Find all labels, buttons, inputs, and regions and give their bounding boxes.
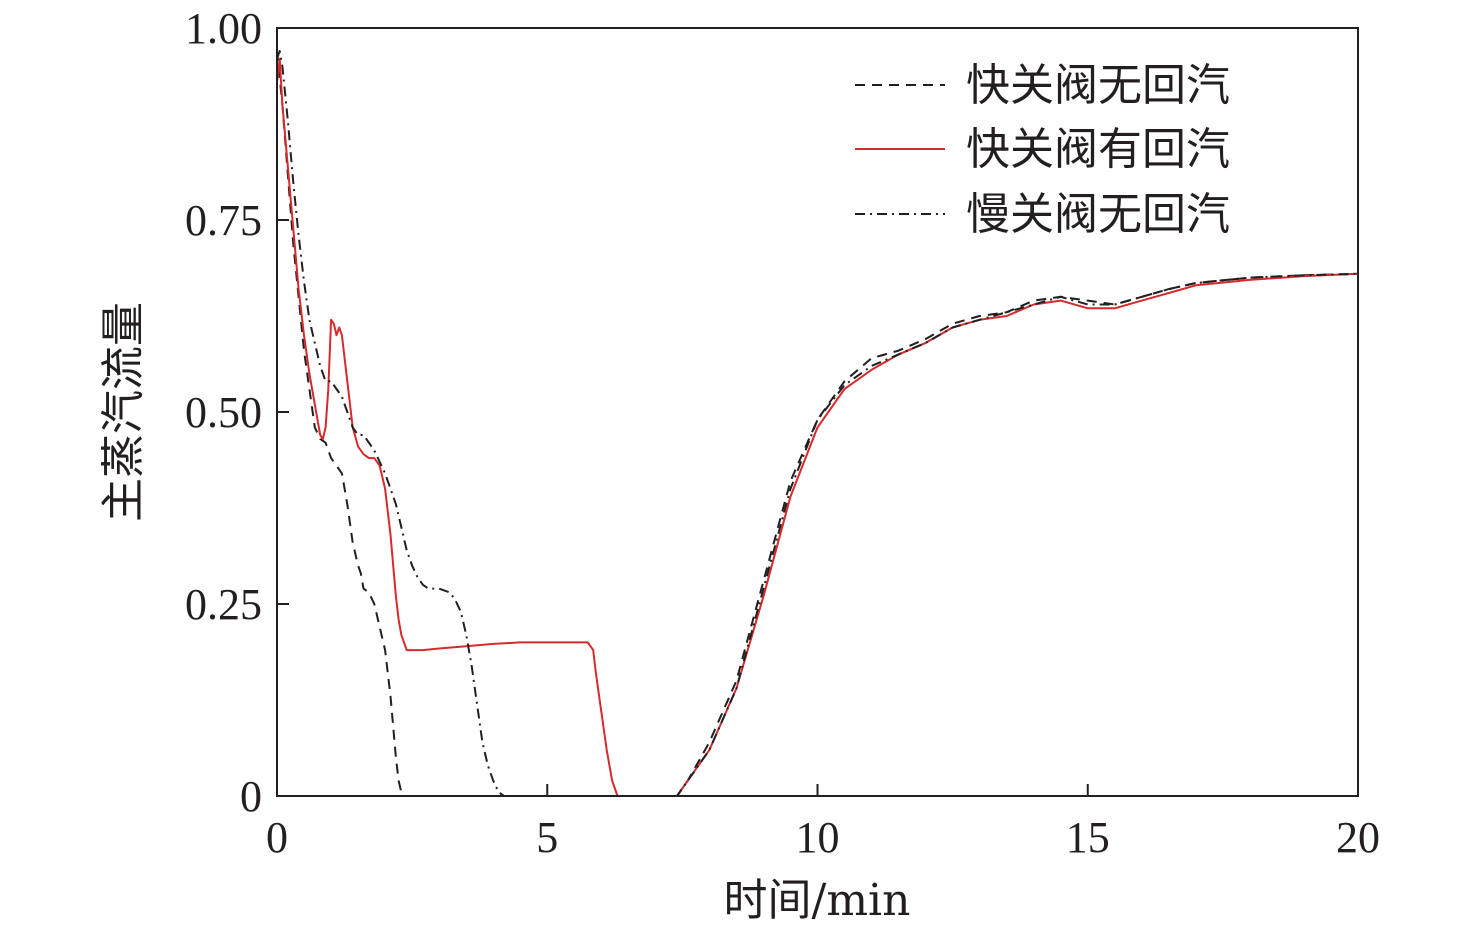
- x-tick-label: 0: [266, 813, 288, 862]
- series-line-2: [276, 50, 1359, 797]
- y-axis-title: 主蒸汽流量: [98, 302, 149, 522]
- ticks-layer: 0 5 10 15 20 0 0.25 0.50 0.75 1.00: [185, 4, 1380, 862]
- y-tick-label: 1.00: [185, 4, 262, 53]
- x-tick-label: 20: [1336, 813, 1380, 862]
- y-tick-label: 0.75: [185, 196, 262, 245]
- x-tick-label: 15: [1066, 813, 1110, 862]
- x-tick-label: 5: [536, 813, 558, 862]
- x-tick-label: 10: [796, 813, 840, 862]
- legend-label-slow-no-return: 慢关阀无回汽: [966, 189, 1230, 240]
- y-tick-label: 0.50: [185, 388, 262, 437]
- legend: 快关阀无回汽 快关阀有回汽 慢关阀无回汽: [855, 60, 1230, 240]
- legend-label-fast-with-return: 快关阀有回汽: [966, 124, 1230, 175]
- legend-label-fast-no-return: 快关阀无回汽: [966, 60, 1230, 111]
- y-tick-label: 0.25: [185, 580, 262, 629]
- x-axis-title: 时间/min: [724, 875, 911, 926]
- y-tick-label: 0: [240, 772, 262, 821]
